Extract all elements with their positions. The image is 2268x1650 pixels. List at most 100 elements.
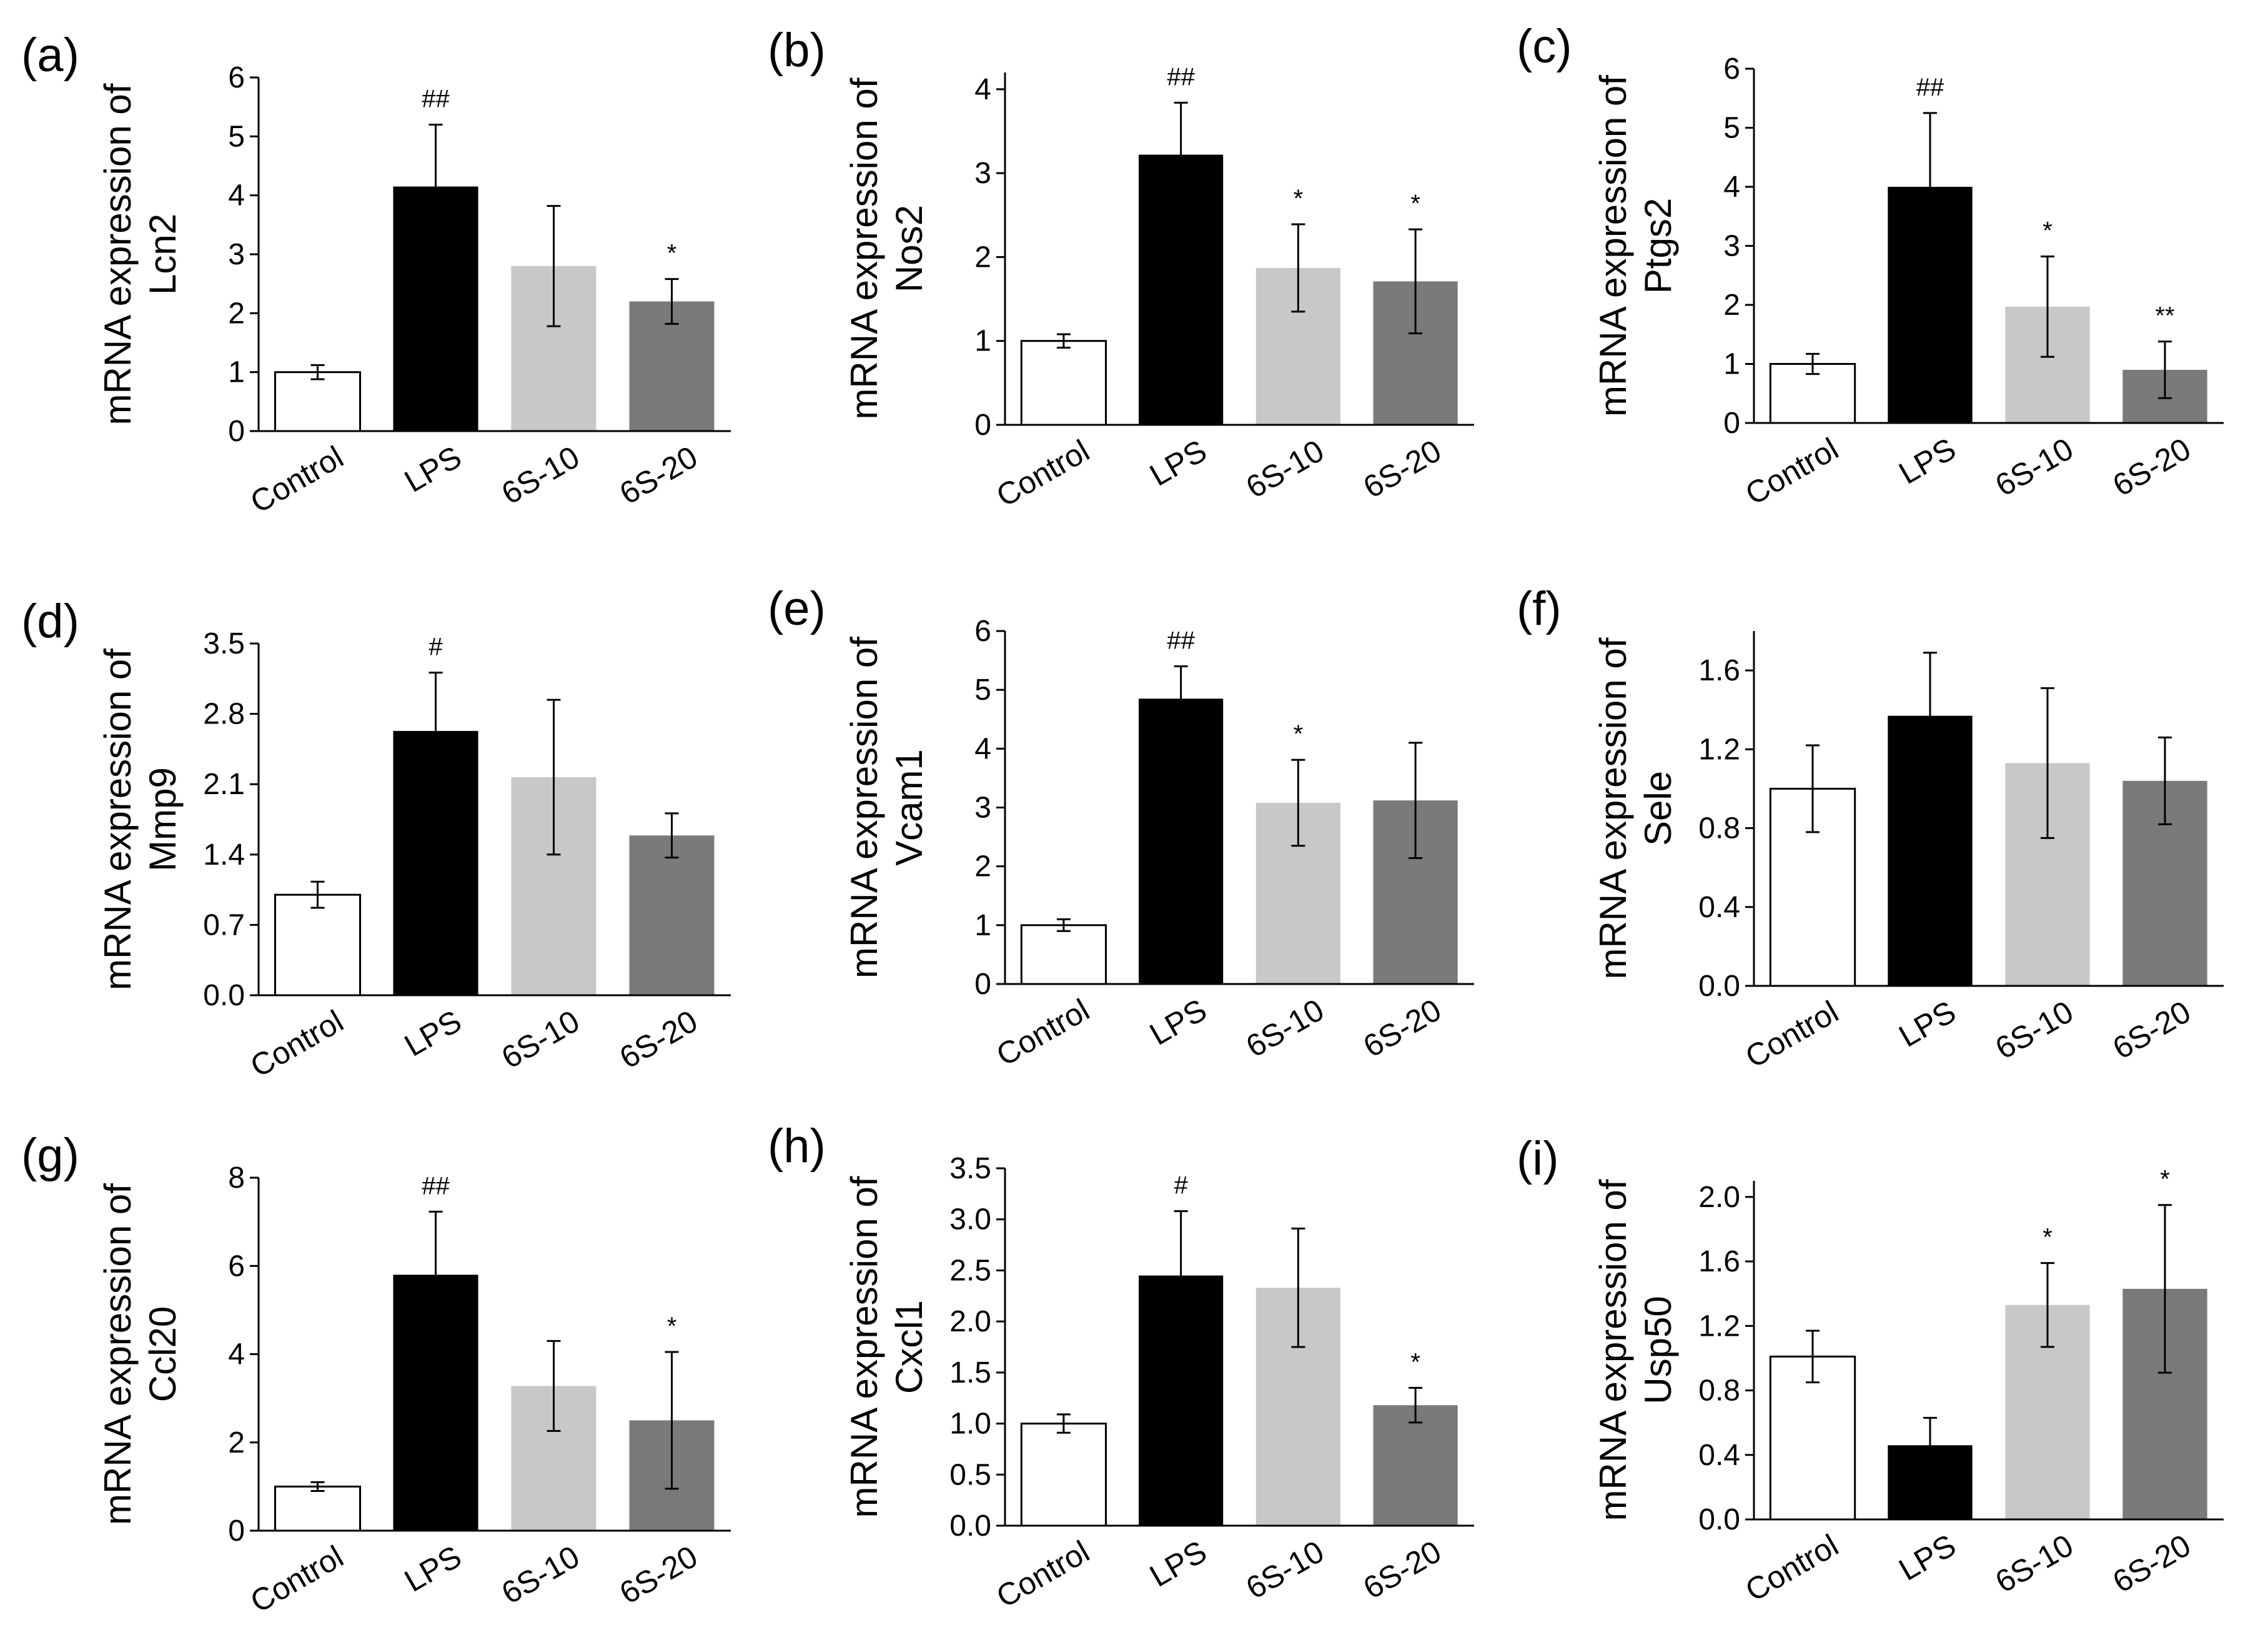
x-tick-label: LPS (399, 1539, 467, 1599)
y-tick-label: 4 (974, 73, 991, 106)
panel-label: (i) (1517, 1132, 1559, 1185)
x-tick-label: 6S-10 (495, 1539, 585, 1611)
significance-marker: # (1174, 1172, 1189, 1200)
chart-panel-d: (d) mRNA expression ofMmp9 0.0 0.7 1.4 2.1 2.8… (21, 595, 731, 1084)
y-tick-label: 1.2 (1698, 733, 1740, 766)
bar-control (274, 1485, 362, 1532)
significance-marker: * (2043, 1224, 2053, 1251)
y-tick-label: 3 (1723, 230, 1740, 263)
x-tick-label: 6S-10 (1989, 431, 2079, 503)
panel-label: (a) (21, 29, 79, 82)
y-axis-label-line1: mRNA expression of (97, 1183, 139, 1525)
x-tick-label: LPS (399, 1003, 467, 1063)
significance-marker: ## (1167, 627, 1195, 655)
y-tick-label: 8 (228, 1161, 245, 1195)
bar-6s-20 (1373, 1405, 1458, 1526)
y-tick-label: 0 (228, 415, 245, 448)
x-tick-label: Control (1740, 994, 1845, 1075)
x-tick-label: LPS (1144, 433, 1212, 493)
significance-marker: * (1294, 720, 1304, 748)
x-tick-label: 6S-20 (2107, 994, 2197, 1066)
x-tick-label: LPS (1144, 992, 1212, 1052)
x-tick-label: 6S-10 (495, 1003, 585, 1075)
y-axis-label-gene: Ptgs2 (1637, 198, 1679, 294)
x-tick-label: Control (244, 439, 349, 520)
x-tick-label: 6S-20 (1357, 1534, 1447, 1606)
y-tick-label: 2 (228, 1426, 245, 1459)
x-tick-label: LPS (1893, 1528, 1962, 1588)
y-tick-label: 2.5 (949, 1254, 991, 1287)
y-tick-label: 0.8 (1698, 1374, 1740, 1408)
y-tick-label: 0 (974, 968, 991, 1001)
bar-control (1020, 1423, 1107, 1527)
x-tick-label: Control (244, 1539, 349, 1619)
y-tick-label: 3.5 (949, 1152, 991, 1185)
y-axis-label: mRNA expression ofCcl20 (97, 1183, 184, 1525)
y-tick-label: 3 (974, 157, 991, 190)
y-axis-label: mRNA expression ofCxcl1 (843, 1176, 930, 1518)
x-tick-label: 6S-20 (613, 1003, 703, 1075)
y-axis-label-line1: mRNA expression of (843, 637, 885, 978)
y-axis-label-line1: mRNA expression of (843, 77, 885, 419)
x-tick-label: 6S-20 (2107, 1528, 2197, 1599)
y-axis-label: mRNA expression ofMmp9 (97, 649, 184, 990)
bar-control (274, 893, 362, 996)
y-axis-label: mRNA expression ofVcam1 (843, 637, 930, 978)
chart-panel-g: (g) mRNA expression ofCcl20 0 2 4 6 8 Control ##… (21, 1129, 731, 1619)
y-tick-label: 2 (228, 297, 245, 330)
x-tick-label: Control (244, 1003, 349, 1084)
y-tick-label: 2.1 (203, 768, 245, 801)
panel-label: (g) (21, 1129, 79, 1182)
chart-panel-b: (b) mRNA expression ofNos2 0 1 2 3 4 Control ## L… (768, 24, 1474, 514)
y-axis-label-gene: Vcam1 (888, 749, 930, 866)
y-axis-label-line1: mRNA expression of (1592, 637, 1634, 979)
x-tick-label: 6S-20 (2107, 431, 2197, 503)
x-tick-label: 6S-20 (1357, 992, 1447, 1064)
panel-label: (h) (768, 1120, 826, 1173)
x-tick-label: Control (991, 1534, 1096, 1614)
y-tick-label: 1.4 (203, 838, 245, 872)
y-tick-label: 1.2 (1698, 1310, 1740, 1343)
x-tick-label: Control (1740, 431, 1845, 512)
panel-label: (c) (1517, 20, 1572, 73)
y-tick-label: 1.6 (1698, 1245, 1740, 1278)
y-tick-label: 3 (228, 238, 245, 271)
bar-control (1020, 340, 1107, 426)
chart-panel-c: (c) mRNA expression ofPtgs2 0 1 2 3 4 5 6 Control… (1517, 20, 2224, 512)
y-tick-label: 2 (974, 241, 991, 274)
bar-6s-20 (629, 835, 715, 995)
x-tick-label: LPS (1144, 1534, 1212, 1594)
x-tick-label: LPS (1893, 431, 1962, 491)
x-tick-label: LPS (399, 439, 467, 499)
y-tick-label: 2.0 (949, 1305, 991, 1338)
bar-control (1020, 924, 1107, 985)
y-tick-label: 1 (974, 325, 991, 358)
y-axis-label-line1: mRNA expression of (843, 1176, 885, 1518)
panel-label: (b) (768, 24, 826, 77)
x-tick-label: 6S-20 (1357, 433, 1447, 505)
y-axis-label-line1: mRNA expression of (97, 83, 139, 425)
y-axis-label-gene: Usp50 (1637, 1296, 1679, 1404)
y-tick-label: 0.0 (949, 1509, 991, 1543)
significance-marker: ** (2155, 302, 2174, 330)
y-tick-label: 0 (1723, 407, 1740, 440)
x-tick-label: 6S-20 (613, 439, 703, 511)
x-tick-label: 6S-10 (1240, 1534, 1330, 1606)
y-tick-label: 2 (974, 850, 991, 883)
significance-marker: # (428, 634, 443, 661)
y-tick-label: 0.4 (1698, 891, 1740, 924)
significance-marker: * (667, 240, 677, 267)
y-tick-label: 0.0 (1698, 970, 1740, 1003)
y-axis-label: mRNA expression ofPtgs2 (1592, 75, 1679, 417)
y-tick-label: 0 (974, 409, 991, 442)
y-tick-label: 1 (974, 909, 991, 942)
y-tick-label: 4 (228, 1338, 245, 1371)
y-tick-label: 1 (1723, 348, 1740, 381)
y-tick-label: 6 (228, 61, 245, 94)
x-tick-label: Control (1740, 1528, 1845, 1608)
y-tick-label: 0.8 (1698, 812, 1740, 845)
x-tick-label: 6S-10 (1240, 433, 1330, 505)
y-axis-label: mRNA expression ofLcn2 (97, 83, 184, 425)
bar-lps (1139, 698, 1224, 984)
